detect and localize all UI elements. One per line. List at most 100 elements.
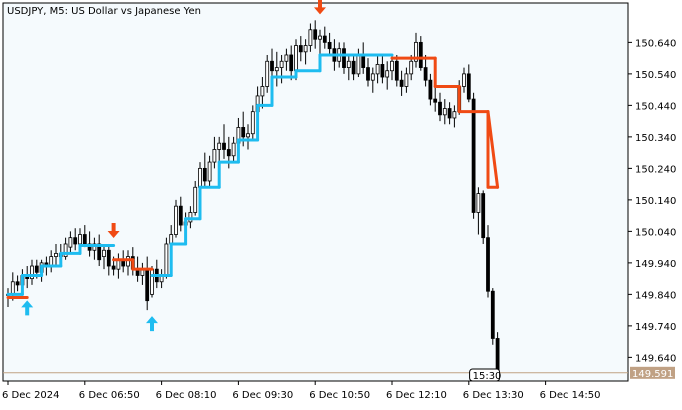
candle-body xyxy=(428,79,433,100)
candle-body xyxy=(150,268,154,295)
candle-body xyxy=(476,193,481,213)
x-tick-label: 6 Dec 12:10 xyxy=(386,390,447,401)
candle-body xyxy=(198,167,202,188)
candle-body xyxy=(409,60,414,75)
candle-body xyxy=(418,41,423,68)
candle-body xyxy=(92,243,97,251)
candle-body xyxy=(308,29,313,46)
y-tick-label: 149.640 xyxy=(635,353,676,364)
candle-body xyxy=(346,60,351,68)
candle-body xyxy=(87,243,92,251)
candle-body xyxy=(188,212,193,223)
candle-body xyxy=(351,60,356,75)
candle-body xyxy=(30,265,34,280)
y-tick-label: 149.840 xyxy=(635,290,676,301)
candle-body xyxy=(111,265,116,270)
x-tick-label: 6 Dec 09:30 xyxy=(232,390,293,401)
candle-body xyxy=(250,111,255,135)
candle-body xyxy=(447,108,452,119)
current-time-tag xyxy=(469,368,501,382)
candle-body xyxy=(226,149,231,157)
candle-body xyxy=(193,186,198,213)
downtrend-line-drop xyxy=(486,110,500,189)
candle-body xyxy=(442,108,447,116)
candle-body xyxy=(486,237,490,292)
y-tick-label: 149.940 xyxy=(635,259,676,270)
y-tick-label: 149.740 xyxy=(635,322,676,333)
y-tick-label: 150.440 xyxy=(635,101,676,112)
candle-body xyxy=(10,281,15,295)
candle-body xyxy=(394,60,399,81)
down-arrow-icon xyxy=(314,0,326,15)
candle-body xyxy=(423,67,428,81)
candle-body xyxy=(54,253,58,257)
current-time-label: 15:30 xyxy=(473,371,502,382)
candle-body xyxy=(178,205,183,226)
candle-body xyxy=(433,98,438,103)
candle-body xyxy=(231,142,236,157)
x-tick-label: 6 Dec 14:50 xyxy=(540,390,601,401)
candle-body xyxy=(15,281,20,286)
plot-area xyxy=(2,2,629,382)
candle-body xyxy=(260,86,265,97)
x-tick-label: 6 Dec 13:30 xyxy=(463,390,524,401)
candle-body xyxy=(481,193,486,239)
chart-title: USDJPY, M5: US Dollar vs Japanese Yen xyxy=(7,6,201,17)
candle-body xyxy=(327,41,332,50)
candle-body xyxy=(279,60,284,68)
candle-body xyxy=(356,54,361,75)
candle-body xyxy=(370,73,375,81)
candle-body xyxy=(303,45,308,53)
candle-body xyxy=(73,237,78,245)
candle-body xyxy=(322,35,327,43)
candle-body xyxy=(318,35,322,40)
candle-body xyxy=(126,256,130,267)
candle-body xyxy=(102,249,106,257)
candle-body xyxy=(471,98,476,213)
candle-body xyxy=(202,167,207,182)
candle-body xyxy=(490,290,495,339)
y-tick-label: 150.240 xyxy=(635,164,676,175)
x-axis: 6 Dec 2024 6 Dec 06:50 6 Dec 08:10 6 Dec 09… xyxy=(2,381,600,401)
candle-body xyxy=(97,243,102,261)
y-tick-label: 150.640 xyxy=(635,38,676,49)
candle-body xyxy=(106,249,111,267)
candle-body xyxy=(385,70,390,78)
current-price-label: 149.591 xyxy=(632,369,673,380)
candle-body xyxy=(452,111,457,119)
trend-line-group xyxy=(6,53,500,300)
y-tick-label: 150.140 xyxy=(635,196,676,207)
candle-body xyxy=(399,79,404,87)
x-tick-label: 6 Dec 08:10 xyxy=(156,390,217,401)
candle-body xyxy=(212,149,217,163)
candle-body xyxy=(298,45,303,53)
up-arrow-icon xyxy=(21,300,34,316)
y-tick-label: 150.540 xyxy=(635,70,676,81)
candle-body xyxy=(164,243,169,276)
candle-body xyxy=(63,243,68,257)
x-tick-label: 6 Dec 06:50 xyxy=(79,390,140,401)
x-tick-label: 6 Dec 2024 xyxy=(2,390,60,401)
candle-body xyxy=(68,237,73,248)
candle-body xyxy=(313,29,318,40)
candle-body xyxy=(495,338,500,374)
candle-body xyxy=(145,268,150,302)
up-arrow-icon xyxy=(146,316,158,332)
candle-body xyxy=(174,205,178,235)
candle-body xyxy=(246,133,250,138)
candle-body xyxy=(207,161,212,182)
candle-body xyxy=(78,234,82,245)
candle-body xyxy=(82,234,87,245)
candle-body xyxy=(241,127,246,138)
x-tick-label: 6 Dec 10:50 xyxy=(309,390,370,401)
y-tick-label: 150.040 xyxy=(635,227,676,238)
candle-body xyxy=(361,54,366,68)
candle-body xyxy=(375,64,380,75)
candle-body xyxy=(274,67,279,72)
candle-body xyxy=(34,265,39,273)
candle-body xyxy=(414,41,418,62)
candle-body xyxy=(380,64,385,78)
candle-body xyxy=(462,73,466,87)
